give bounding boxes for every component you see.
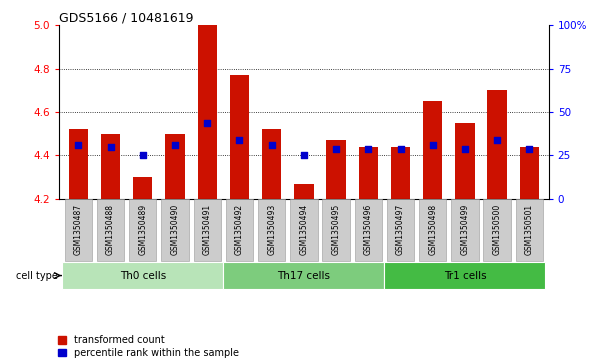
Text: GSM1350498: GSM1350498 bbox=[428, 204, 437, 255]
Text: GSM1350491: GSM1350491 bbox=[203, 204, 212, 255]
FancyBboxPatch shape bbox=[65, 199, 92, 261]
Point bbox=[525, 146, 534, 152]
FancyBboxPatch shape bbox=[290, 199, 317, 261]
FancyBboxPatch shape bbox=[223, 262, 385, 289]
FancyBboxPatch shape bbox=[385, 262, 546, 289]
Bar bbox=[487, 90, 507, 199]
Text: GSM1350495: GSM1350495 bbox=[332, 204, 340, 255]
Text: GSM1350490: GSM1350490 bbox=[171, 204, 179, 255]
Bar bbox=[101, 134, 120, 199]
Text: GSM1350487: GSM1350487 bbox=[74, 204, 83, 255]
Point bbox=[267, 142, 276, 147]
Text: cell type: cell type bbox=[17, 270, 58, 281]
Point bbox=[396, 146, 405, 152]
Bar bbox=[294, 184, 313, 199]
Point bbox=[138, 152, 148, 158]
Text: Th17 cells: Th17 cells bbox=[277, 270, 330, 281]
Legend: transformed count, percentile rank within the sample: transformed count, percentile rank withi… bbox=[58, 335, 238, 358]
Bar bbox=[455, 123, 474, 199]
Text: Th0 cells: Th0 cells bbox=[120, 270, 166, 281]
Bar bbox=[133, 177, 152, 199]
Bar bbox=[230, 75, 249, 199]
Text: GSM1350489: GSM1350489 bbox=[138, 204, 148, 255]
Point bbox=[332, 146, 341, 152]
Text: Tr1 cells: Tr1 cells bbox=[444, 270, 486, 281]
Bar bbox=[68, 130, 88, 199]
FancyBboxPatch shape bbox=[194, 199, 221, 261]
FancyBboxPatch shape bbox=[419, 199, 447, 261]
Text: GDS5166 / 10481619: GDS5166 / 10481619 bbox=[59, 11, 194, 24]
Point bbox=[428, 142, 437, 147]
Point bbox=[460, 146, 470, 152]
FancyBboxPatch shape bbox=[62, 262, 223, 289]
Point bbox=[363, 146, 373, 152]
Point bbox=[493, 137, 502, 143]
Text: GSM1350499: GSM1350499 bbox=[460, 204, 470, 255]
FancyBboxPatch shape bbox=[322, 199, 350, 261]
FancyBboxPatch shape bbox=[97, 199, 124, 261]
FancyBboxPatch shape bbox=[129, 199, 156, 261]
Text: GSM1350494: GSM1350494 bbox=[299, 204, 309, 255]
Bar bbox=[198, 25, 217, 199]
Text: GSM1350501: GSM1350501 bbox=[525, 204, 534, 255]
Text: GSM1350493: GSM1350493 bbox=[267, 204, 276, 255]
FancyBboxPatch shape bbox=[387, 199, 414, 261]
FancyBboxPatch shape bbox=[355, 199, 382, 261]
Bar bbox=[391, 147, 410, 199]
Bar bbox=[262, 130, 281, 199]
FancyBboxPatch shape bbox=[161, 199, 189, 261]
Text: GSM1350496: GSM1350496 bbox=[364, 204, 373, 255]
Text: GSM1350492: GSM1350492 bbox=[235, 204, 244, 255]
FancyBboxPatch shape bbox=[226, 199, 253, 261]
Point bbox=[202, 120, 212, 126]
FancyBboxPatch shape bbox=[451, 199, 478, 261]
Bar bbox=[423, 101, 442, 199]
Point bbox=[171, 142, 180, 147]
Text: GSM1350500: GSM1350500 bbox=[493, 204, 502, 255]
FancyBboxPatch shape bbox=[258, 199, 286, 261]
Bar bbox=[326, 140, 346, 199]
Point bbox=[299, 152, 309, 158]
Point bbox=[235, 137, 244, 143]
Text: GSM1350488: GSM1350488 bbox=[106, 204, 115, 255]
FancyBboxPatch shape bbox=[483, 199, 511, 261]
FancyBboxPatch shape bbox=[516, 199, 543, 261]
Point bbox=[74, 142, 83, 147]
Bar bbox=[359, 147, 378, 199]
Bar bbox=[165, 134, 185, 199]
Point bbox=[106, 144, 115, 150]
Bar bbox=[520, 147, 539, 199]
Text: GSM1350497: GSM1350497 bbox=[396, 204, 405, 255]
